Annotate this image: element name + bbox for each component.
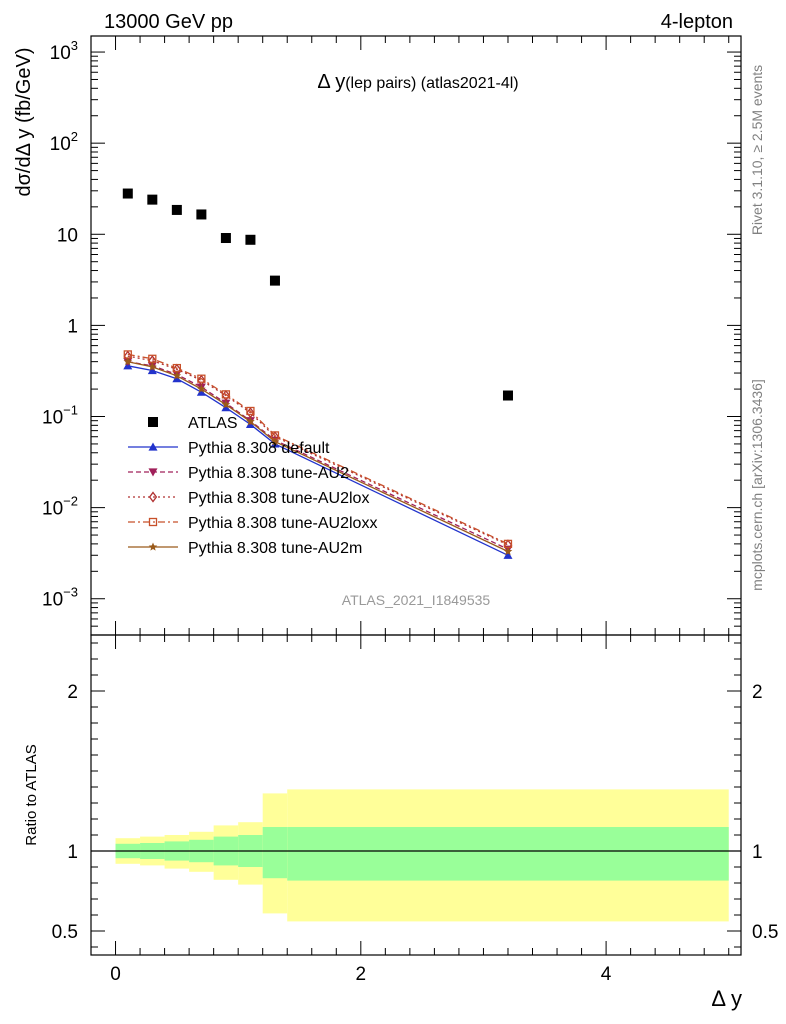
legend-marker — [148, 468, 158, 477]
main-y-tick-label: 10−2 — [42, 494, 78, 520]
main-y-tick-label: 103 — [50, 38, 78, 64]
data-point — [269, 275, 280, 286]
ratio-y-tick-label-right: 2 — [752, 682, 763, 703]
data-point — [197, 384, 206, 393]
data-point — [197, 374, 206, 383]
plot-title-main: Δ y — [317, 71, 345, 93]
data-point — [502, 390, 513, 401]
main-y-tick-label: 102 — [50, 129, 78, 155]
plot-title: Δ y(lep pairs) (atlas2021-4l) — [317, 71, 518, 93]
ratio-y-tick-label: 1 — [67, 842, 78, 863]
rivet-label: Rivet 3.1.10, ≥ 2.5M events — [749, 65, 765, 235]
series-line — [127, 365, 509, 556]
ratio-y-axis-label: Ratio to ATLAS — [23, 744, 40, 845]
legend-label: Pythia 8.308 tune-AU2lox — [188, 490, 369, 507]
ratio-band-inner — [262, 827, 288, 879]
ratio-uncertainty-bands — [91, 789, 741, 922]
ratio-y-tick-label-right: 0.5 — [752, 922, 778, 943]
legend-label: Pythia 8.308 tune-AU2m — [188, 540, 362, 557]
x-tick-label: 2 — [356, 964, 367, 985]
data-point — [123, 357, 133, 366]
data-point — [196, 387, 206, 396]
legend-label: ATLAS — [188, 415, 238, 432]
data-point — [270, 437, 280, 446]
data-point — [196, 209, 207, 220]
ratio-plot-frame — [90, 634, 742, 956]
analysis-watermark: ATLAS_2021_I1849535 — [342, 592, 491, 608]
ratio-y-tick-label: 2 — [67, 682, 78, 703]
legend-marker — [148, 542, 158, 551]
main-y-tick-label: 10 — [57, 225, 78, 246]
data-point — [171, 204, 182, 215]
data-point — [148, 362, 157, 371]
data-point — [503, 550, 513, 559]
main-y-tick-label: 1 — [67, 316, 78, 337]
legend-label: Pythia 8.308 tune-AU2 — [188, 465, 349, 482]
x-axis-label: Δ y — [711, 986, 742, 1011]
data-point — [221, 389, 231, 402]
data-point — [245, 234, 256, 245]
mcplots-label: mcplots.cern.ch [arXiv:1306.3436] — [749, 379, 765, 591]
data-point — [221, 390, 231, 399]
plot-title-sub: (lep pairs) (atlas2021-4l) — [345, 75, 518, 92]
data-point — [221, 400, 231, 409]
ratio-band-inner — [287, 827, 729, 881]
energy-label: 13000 GeV pp — [104, 11, 233, 33]
main-series-group — [122, 188, 513, 559]
ratio-y-tick-label: 0.5 — [52, 922, 78, 943]
legend-marker — [148, 417, 158, 427]
legend-marker — [148, 491, 158, 503]
data-point — [220, 233, 231, 244]
data-point — [246, 406, 255, 416]
data-point — [246, 417, 255, 426]
main-y-tick-label: 10−1 — [42, 403, 78, 429]
x-tick-label: 4 — [601, 964, 612, 985]
main-y-axis-label: dσ/dΔ y (fb/GeV) — [13, 47, 35, 196]
ratio-y-tick-label-right: 1 — [752, 842, 763, 863]
data-point — [503, 547, 513, 556]
data-point — [147, 194, 158, 205]
legend-label: Pythia 8.308 tune-AU2loxx — [188, 515, 377, 532]
legend: ATLAS Pythia 8.308 default Pythia 8.308 tu… — [128, 415, 377, 557]
series-line — [127, 361, 509, 553]
x-tick-label: 0 — [110, 964, 121, 985]
legend-marker — [148, 442, 158, 451]
data-point — [148, 354, 157, 363]
legend-marker — [148, 517, 158, 527]
data-point — [172, 371, 182, 380]
data-point — [122, 188, 133, 199]
legend-label: Pythia 8.308 default — [188, 440, 330, 457]
process-label: 4-lepton — [661, 11, 733, 33]
main-y-tick-label: 10−3 — [42, 585, 78, 611]
